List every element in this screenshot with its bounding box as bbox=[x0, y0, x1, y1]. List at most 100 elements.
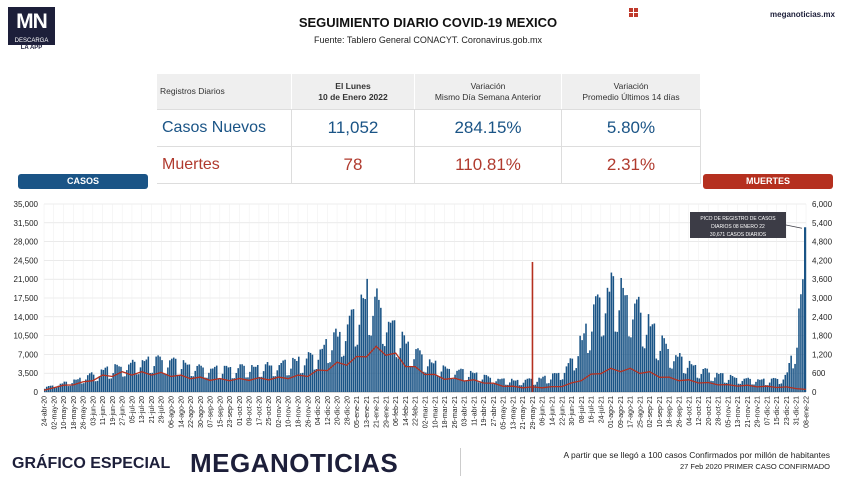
case-bar bbox=[432, 363, 435, 392]
x-tick-label: 03-abr-21 bbox=[462, 396, 469, 426]
x-tick-label: 09-ago-21 bbox=[618, 396, 625, 428]
x-tick-label: 15-dic-21 bbox=[774, 396, 781, 425]
case-bar bbox=[772, 377, 775, 392]
stats-row-week-var: 284.15% bbox=[414, 109, 562, 147]
case-bar bbox=[542, 376, 544, 392]
peak-annotation-text: PICO DE REGISTRO DE CASOS bbox=[700, 216, 776, 222]
stats-header-date: El Lunes 10 de Enero 2022 bbox=[291, 74, 415, 110]
case-bar bbox=[344, 341, 347, 392]
case-bar bbox=[796, 347, 798, 392]
case-bar bbox=[661, 335, 663, 392]
case-bar bbox=[538, 377, 540, 392]
case-bar bbox=[176, 374, 179, 392]
case-bar bbox=[563, 372, 566, 392]
case-bar bbox=[579, 335, 581, 392]
case-bar bbox=[712, 381, 714, 392]
case-bar bbox=[362, 298, 365, 392]
case-bar bbox=[680, 356, 683, 392]
peak-annotation-leader bbox=[785, 224, 803, 229]
stats-row-14day-var: 5.80% bbox=[561, 109, 701, 147]
case-bar bbox=[448, 368, 450, 392]
case-bar bbox=[477, 382, 480, 392]
x-tick-label: 10-mar-21 bbox=[432, 396, 439, 428]
case-bar bbox=[729, 374, 732, 392]
cases-legend-pill: CASOS bbox=[18, 174, 148, 189]
case-bar bbox=[315, 369, 318, 392]
case-bar bbox=[391, 320, 394, 392]
case-bar bbox=[651, 324, 654, 392]
case-bar bbox=[172, 357, 175, 392]
case-bar bbox=[598, 297, 601, 392]
case-bar bbox=[596, 294, 599, 392]
case-bar bbox=[757, 379, 759, 392]
x-tick-label: 10-sep-21 bbox=[657, 396, 664, 428]
case-bar bbox=[628, 336, 630, 392]
case-bar bbox=[255, 366, 257, 392]
case-bar bbox=[741, 381, 744, 392]
case-bar bbox=[249, 371, 251, 392]
deaths-legend-pill: MUERTES bbox=[703, 174, 833, 189]
case-bar bbox=[593, 304, 595, 392]
case-bar bbox=[555, 373, 558, 392]
x-tick-label: 12-oct-21 bbox=[696, 396, 703, 426]
case-bar bbox=[467, 376, 470, 392]
case-bar bbox=[219, 378, 222, 392]
case-bar bbox=[479, 382, 482, 392]
footer-label: GRÁFICO ESPECIAL bbox=[12, 455, 171, 472]
x-tick-label: 25-ago-21 bbox=[637, 396, 644, 428]
case-bar bbox=[587, 353, 589, 392]
case-bar bbox=[59, 383, 62, 392]
case-bar bbox=[493, 384, 495, 392]
case-bar bbox=[192, 376, 195, 392]
case-bar bbox=[405, 343, 408, 392]
case-bar bbox=[198, 364, 200, 392]
case-bar bbox=[180, 369, 183, 392]
case-bar bbox=[530, 378, 533, 392]
case-bar bbox=[221, 373, 224, 392]
case-bar bbox=[505, 384, 507, 392]
case-bar bbox=[241, 364, 243, 392]
case-bar bbox=[438, 376, 441, 392]
x-tick-label: 21-may-21 bbox=[520, 396, 527, 430]
x-tick-label: 08-ene-22 bbox=[804, 396, 811, 428]
case-bar bbox=[790, 355, 792, 392]
case-bar bbox=[233, 378, 236, 392]
case-bar bbox=[141, 360, 144, 392]
case-bar bbox=[671, 368, 673, 392]
case-bar bbox=[303, 365, 306, 392]
case-bar bbox=[299, 373, 302, 392]
case-bar bbox=[110, 378, 112, 392]
case-bar bbox=[458, 369, 460, 392]
case-bar bbox=[583, 333, 585, 392]
y-left-tick-label: 10,500 bbox=[14, 332, 39, 341]
case-bar bbox=[282, 360, 284, 392]
case-bar bbox=[731, 375, 734, 392]
x-tick-label: 27-jun-20 bbox=[120, 396, 127, 426]
case-bar bbox=[649, 326, 652, 392]
x-tick-label: 31-dic-21 bbox=[794, 396, 801, 425]
case-bar bbox=[323, 344, 325, 392]
x-tick-label: 10-may-20 bbox=[61, 396, 68, 430]
case-bar bbox=[104, 367, 107, 392]
case-bar bbox=[397, 358, 400, 392]
case-bar bbox=[425, 372, 427, 392]
x-tick-label: 26-sep-21 bbox=[677, 396, 684, 428]
x-tick-label: 24-abr-20 bbox=[42, 396, 49, 426]
case-bar bbox=[284, 359, 286, 392]
x-tick-label: 02-may-20 bbox=[51, 396, 58, 430]
case-bar bbox=[129, 362, 132, 392]
y-left-tick-label: 7,000 bbox=[18, 350, 39, 359]
x-tick-label: 18-may-20 bbox=[71, 396, 78, 430]
case-bar bbox=[768, 382, 771, 392]
case-bar bbox=[784, 374, 787, 392]
case-bar bbox=[473, 373, 476, 392]
case-bar bbox=[383, 346, 386, 392]
case-bar bbox=[567, 363, 570, 392]
stats-row-cases: Casos Nuevos 11,052 284.15% 5.80% bbox=[157, 109, 701, 147]
case-bar bbox=[456, 370, 458, 392]
case-bar bbox=[88, 373, 91, 392]
x-tick-label: 02-nov-20 bbox=[276, 396, 283, 428]
case-bar bbox=[415, 349, 417, 392]
x-tick-label: 05-may-21 bbox=[501, 396, 508, 430]
case-bar bbox=[446, 368, 449, 392]
